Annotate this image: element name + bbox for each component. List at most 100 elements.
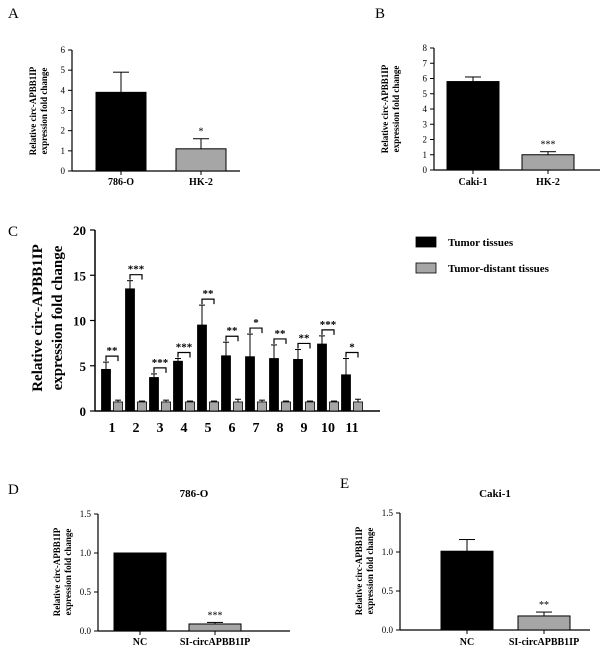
panel-b-bar — [521, 154, 575, 171]
panel-c-category-label: 6 — [229, 421, 236, 436]
panel-e-bar — [440, 550, 494, 631]
panel-c-bar — [173, 360, 183, 412]
panel-e-significance: ** — [539, 600, 549, 611]
panel-a-ylabel-line1: Relative circ-APBB1IP — [28, 66, 38, 155]
panel-a-ytick-label: 6 — [61, 45, 66, 55]
panel-a-ylabel-line2: expression fold change — [39, 68, 49, 155]
panel-a-ytick-label: 1 — [61, 146, 66, 156]
panel-c-significance: *** — [320, 319, 337, 331]
panel-a-ytick-label: 0 — [61, 166, 66, 176]
panel-c-significance: * — [349, 342, 355, 354]
panel-c-bar — [317, 343, 327, 412]
panel-b-ytick-label: 1 — [423, 150, 428, 160]
panel-c-significance: ** — [299, 332, 311, 344]
panel-d-significance: *** — [208, 610, 223, 621]
panel-c-significance-bracket — [249, 327, 263, 334]
panel-c-significance-bracket — [321, 329, 335, 335]
panel-d-category-label: SI-circAPBB1IP — [180, 637, 250, 648]
panel-c-significance-bracket — [153, 367, 167, 373]
panel-a-category-label: HK-2 — [189, 177, 213, 188]
panel-a-ytick-label: 3 — [61, 106, 66, 116]
panel-e-ytick-label: 0.5 — [382, 586, 394, 596]
panel-e-ylabel-line1: Relative circ-APBB1IP — [354, 526, 364, 615]
panel-c-bar — [125, 288, 135, 412]
panel-d-title: 786-O — [180, 488, 209, 500]
panel-d-bar — [188, 623, 242, 632]
panel-c-bar — [209, 401, 219, 412]
panel-label-e: E — [340, 476, 349, 492]
panel-c-significance-bracket — [201, 298, 215, 305]
panel-d-ytick-label: 1.5 — [80, 509, 92, 519]
panel-a-significance: * — [199, 127, 204, 138]
panel-d-ytick-label: 0.0 — [80, 626, 92, 636]
panel-c-significance-bracket — [345, 351, 359, 358]
panel-c-bar — [161, 401, 171, 412]
panel-c-ytick-label: 15 — [73, 268, 87, 283]
panel-c-significance: *** — [128, 264, 145, 276]
panel-b-ytick-label: 7 — [423, 58, 428, 68]
panel-d-ylabel-line1: Relative circ-APBB1IP — [52, 527, 62, 616]
panel-c-legend-label: Tumor-distant tissues — [448, 263, 550, 275]
panel-c-significance: * — [253, 317, 259, 329]
panel-b-category-label: HK-2 — [536, 177, 560, 188]
panel-c-bar — [245, 356, 255, 412]
panel-c-ytick-label: 20 — [73, 223, 86, 238]
panel-b-ylabel-line2: expression fold change — [391, 66, 401, 153]
panel-e-ytick-label: 1.0 — [382, 547, 394, 557]
panel-c-legend-label: Tumor tissues — [448, 237, 514, 249]
panel-c-category-label: 11 — [345, 421, 358, 436]
panel-b-bar — [446, 81, 500, 171]
panel-c-ylabel-line1: Relative circ-APBB1IP — [30, 244, 46, 392]
panel-c-category-label: 10 — [321, 421, 335, 436]
panel-c-bar — [305, 401, 315, 412]
panel-d-ytick-label: 0.5 — [80, 587, 92, 597]
panel-c-category-label: 3 — [157, 421, 164, 436]
panel-e-title: Caki-1 — [479, 488, 511, 500]
panel-c-bar — [293, 359, 303, 412]
panel-label-b: B — [375, 6, 385, 22]
panel-b-ytick-label: 0 — [423, 165, 428, 175]
panel-c-bar — [329, 401, 339, 412]
panel-a-category-label: 786-O — [108, 177, 134, 188]
panel-c-significance-bracket — [129, 274, 143, 280]
panel-c-bar — [101, 368, 111, 412]
panel-b-ytick-label: 2 — [423, 135, 428, 145]
panel-d-bar — [113, 552, 167, 632]
panel-a-ytick-label: 4 — [61, 85, 66, 95]
panel-a-bar — [175, 148, 227, 172]
panel-label-a: A — [8, 6, 19, 22]
panel-c-category-label: 8 — [277, 421, 284, 436]
panel-c-bar — [149, 377, 159, 412]
panel-a-ytick-label: 2 — [61, 126, 66, 136]
panel-e-bar — [517, 615, 571, 631]
panel-label-d: D — [8, 482, 19, 498]
panel-c-bar — [221, 355, 231, 412]
panel-c-ytick-label: 5 — [80, 359, 87, 374]
panel-c-bar — [185, 401, 195, 412]
panel-b-significance: *** — [541, 140, 556, 151]
panel-c-category-label: 4 — [181, 421, 188, 436]
panel-c-significance: ** — [107, 345, 119, 357]
panel-c-ylabel-line2: expression fold change — [50, 245, 66, 390]
panel-c-bar — [233, 401, 243, 412]
panel-c-significance: ** — [227, 325, 239, 337]
panel-c-bar — [113, 401, 123, 412]
panel-c-bar — [137, 401, 147, 412]
panel-a-bar — [95, 91, 147, 172]
panel-b-ytick-label: 3 — [423, 119, 428, 129]
panel-c-significance-bracket — [105, 355, 119, 362]
panel-b-ytick-label: 5 — [423, 89, 428, 99]
panel-b-ylabel-line1: Relative circ-APBB1IP — [380, 64, 390, 153]
panel-b-ytick-label: 6 — [423, 74, 428, 84]
panel-c-category-label: 9 — [301, 421, 308, 436]
panel-label-c: C — [8, 224, 18, 240]
panel-c-significance: *** — [152, 357, 169, 369]
panel-e-category-label: NC — [460, 637, 474, 648]
panel-c-significance: ** — [275, 328, 287, 340]
panel-d-ylabel-line2: expression fold change — [63, 529, 73, 616]
panel-c-category-label: 7 — [253, 421, 260, 436]
panel-e-ytick-label: 1.5 — [382, 508, 394, 518]
panel-e-ytick-label: 0.0 — [382, 625, 394, 635]
panel-c-legend-swatch — [415, 236, 437, 248]
